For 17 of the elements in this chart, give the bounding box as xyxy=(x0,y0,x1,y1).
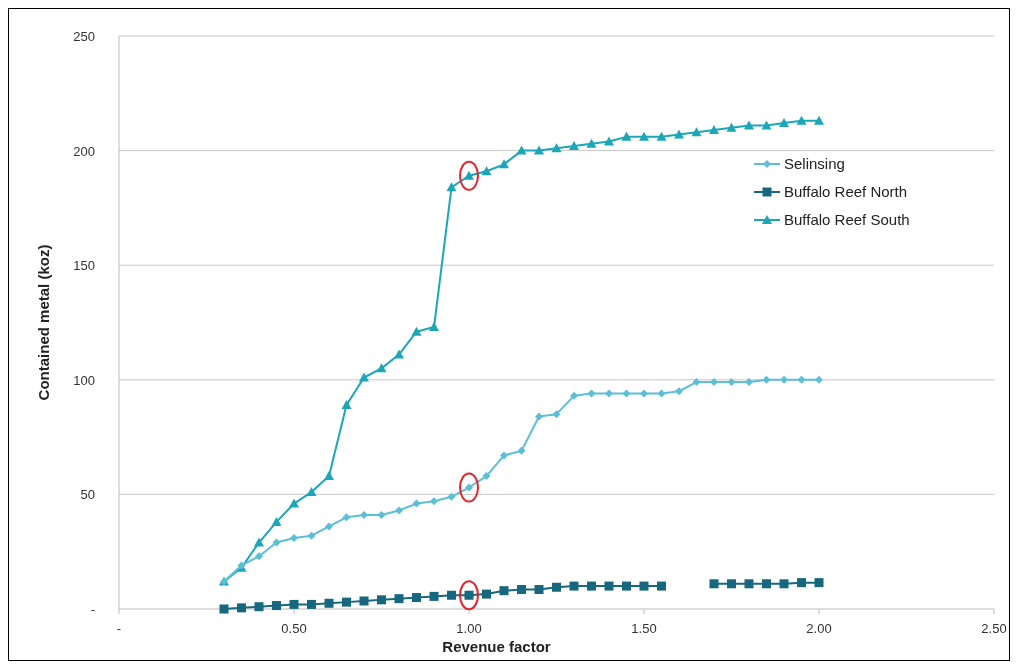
y-tick-label: 50 xyxy=(80,487,95,503)
y-tick-label: - xyxy=(90,602,95,617)
x-tick-label: 2.00 xyxy=(806,621,832,636)
x-tick-label: 2.50 xyxy=(981,621,1007,636)
x-tick-label: 0.50 xyxy=(281,621,307,636)
legend-label: Buffalo Reef North xyxy=(784,183,908,200)
x-tick-label: 1.00 xyxy=(456,621,482,636)
x-axis-title: Revenue factor xyxy=(442,638,551,655)
y-tick-label: 150 xyxy=(73,258,95,274)
y-tick-label: 250 xyxy=(73,29,95,44)
x-tick-label: - xyxy=(116,621,122,636)
y-axis-title: Contained metal (koz) xyxy=(35,244,52,401)
y-tick-label: 100 xyxy=(73,372,95,388)
legend-label: Selinsing xyxy=(784,155,845,172)
x-tick-label: 1.50 xyxy=(631,621,657,636)
y-tick-label: 200 xyxy=(73,143,95,159)
legend-label: Buffalo Reef South xyxy=(784,211,910,228)
